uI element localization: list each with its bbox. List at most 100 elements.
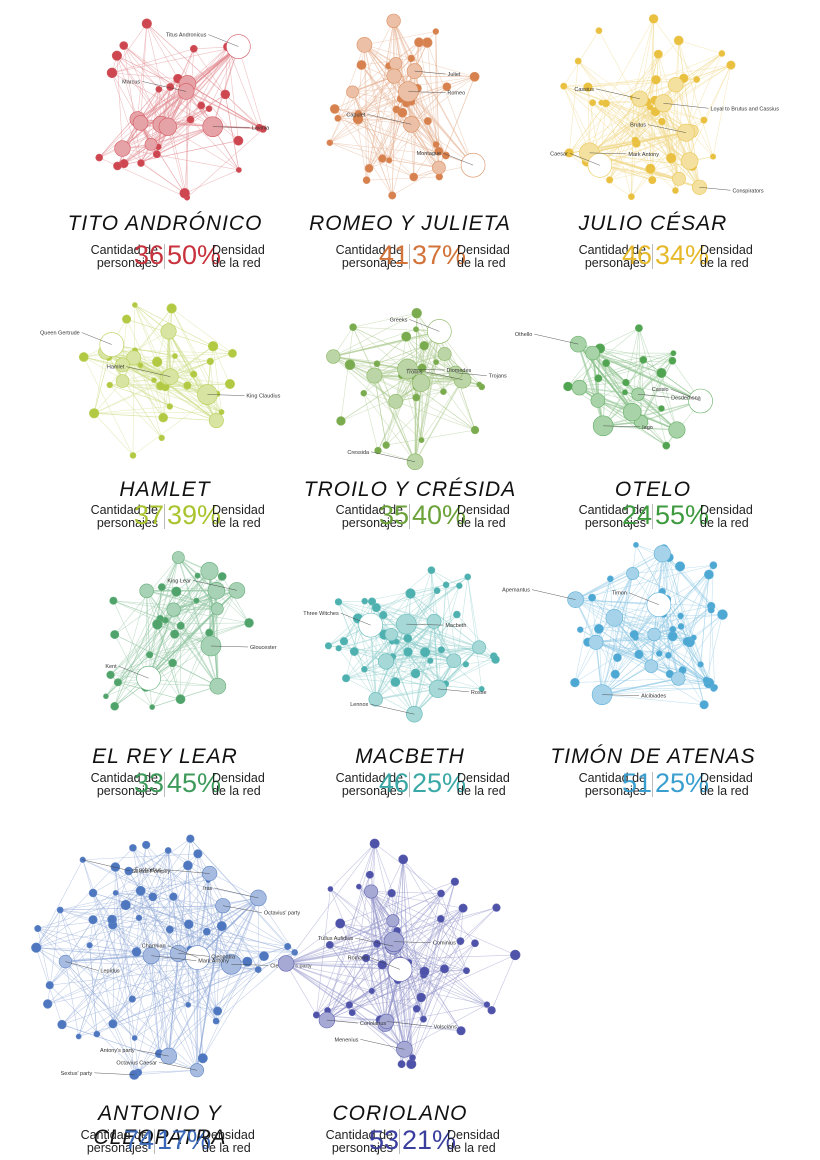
network-edge bbox=[193, 48, 226, 95]
network-edge bbox=[370, 891, 488, 1005]
character-node bbox=[406, 705, 423, 723]
character-node bbox=[151, 377, 157, 383]
network-edge bbox=[92, 892, 133, 1000]
character-node bbox=[361, 953, 371, 963]
character-node bbox=[628, 193, 635, 201]
character-node bbox=[583, 82, 593, 92]
character-label: Loyal to Brutus and Cassius bbox=[710, 106, 779, 112]
character-node bbox=[233, 135, 244, 146]
play-title: JULIO CÉSAR bbox=[578, 212, 728, 235]
character-node bbox=[433, 587, 441, 595]
character-node bbox=[646, 592, 672, 618]
character-node bbox=[129, 844, 137, 852]
network-edge bbox=[640, 353, 674, 423]
network-edge bbox=[363, 393, 416, 462]
network-edge bbox=[384, 590, 438, 635]
label-leader-line bbox=[407, 368, 445, 371]
character-node bbox=[336, 416, 346, 426]
network-nodes bbox=[31, 834, 298, 1080]
network-edge bbox=[105, 351, 194, 375]
play-title: ROMEO Y JULIETA bbox=[309, 212, 511, 235]
character-node bbox=[419, 966, 430, 977]
stats-divider bbox=[652, 244, 653, 269]
density-label: Densidad de la red bbox=[457, 504, 537, 529]
character-node bbox=[644, 659, 659, 673]
network-density: 25% bbox=[655, 768, 710, 798]
character-node bbox=[171, 586, 182, 597]
character-label: Charmian bbox=[142, 944, 166, 950]
network-edge bbox=[65, 961, 139, 1073]
network-edge bbox=[83, 356, 134, 456]
network-edge bbox=[385, 614, 458, 662]
network-edge bbox=[334, 108, 403, 114]
network-edge bbox=[592, 352, 667, 446]
characters-label: Cantidad de personajes bbox=[293, 772, 403, 797]
network-graph: Timon Alcibiades Apemantus bbox=[502, 542, 728, 710]
network-edge bbox=[187, 46, 228, 85]
character-node bbox=[194, 572, 201, 579]
character-node bbox=[212, 1017, 220, 1025]
character-node bbox=[114, 140, 131, 157]
character-label: Rosse bbox=[471, 690, 487, 696]
label-leader-line bbox=[370, 957, 401, 970]
character-node bbox=[401, 331, 412, 342]
character-node bbox=[658, 117, 666, 126]
character-node bbox=[412, 373, 431, 392]
network-edge bbox=[365, 920, 394, 959]
character-label: Troilus bbox=[406, 370, 423, 376]
network-edge bbox=[376, 585, 460, 608]
network-density: 17% bbox=[157, 1125, 212, 1155]
network-edge bbox=[601, 655, 669, 695]
network-edge bbox=[403, 907, 464, 962]
character-node bbox=[155, 85, 163, 93]
network-edge bbox=[334, 108, 412, 125]
character-node bbox=[378, 1013, 395, 1030]
network-edge bbox=[122, 319, 127, 365]
network-edge bbox=[364, 31, 436, 46]
network-edge bbox=[631, 132, 687, 197]
character-node bbox=[639, 356, 648, 364]
character-node bbox=[654, 94, 673, 113]
network-edge bbox=[386, 429, 476, 446]
network-edge bbox=[60, 909, 288, 947]
network-edge bbox=[425, 646, 480, 653]
network-edge bbox=[60, 909, 179, 954]
network-edge bbox=[94, 411, 222, 414]
network-edge bbox=[140, 890, 189, 1005]
character-labels: Three Witches Macbeth Lennox Rosse bbox=[303, 611, 487, 715]
network-edge bbox=[370, 625, 377, 700]
network-density: 37% bbox=[412, 240, 467, 270]
network-edge bbox=[405, 336, 476, 431]
character-node bbox=[329, 104, 340, 114]
characters-label-line2: personajes bbox=[331, 1140, 393, 1155]
network-edge bbox=[186, 128, 264, 198]
character-node bbox=[613, 653, 622, 662]
network-edge bbox=[575, 572, 633, 601]
network-edge bbox=[346, 677, 482, 690]
network-edge bbox=[352, 971, 425, 1013]
network-edge bbox=[217, 897, 259, 1012]
characters-label-line2: personajes bbox=[341, 255, 403, 270]
label-leader-line bbox=[589, 152, 627, 155]
character-node bbox=[427, 319, 452, 344]
network-edge bbox=[168, 955, 265, 1057]
label-leader-line bbox=[603, 425, 641, 428]
character-node bbox=[442, 581, 450, 589]
network-edge bbox=[579, 386, 639, 395]
character-node bbox=[129, 452, 137, 459]
character-node bbox=[277, 955, 295, 972]
character-node bbox=[142, 947, 160, 965]
character-node bbox=[675, 561, 686, 572]
network-edge bbox=[389, 120, 429, 161]
character-node bbox=[629, 630, 639, 639]
character-node bbox=[414, 37, 424, 48]
characters-label: Cantidad de personajes bbox=[536, 772, 646, 797]
character-node bbox=[200, 635, 222, 657]
character-node bbox=[411, 307, 422, 319]
stats-divider bbox=[409, 504, 410, 529]
network-graph: Greeks Diomedes Cressida Trojans Troilus bbox=[326, 307, 507, 471]
network-nodes bbox=[277, 838, 521, 1070]
density-label: Densidad de la red bbox=[212, 504, 292, 529]
character-node bbox=[160, 1047, 177, 1065]
network-edge bbox=[134, 1069, 198, 1076]
